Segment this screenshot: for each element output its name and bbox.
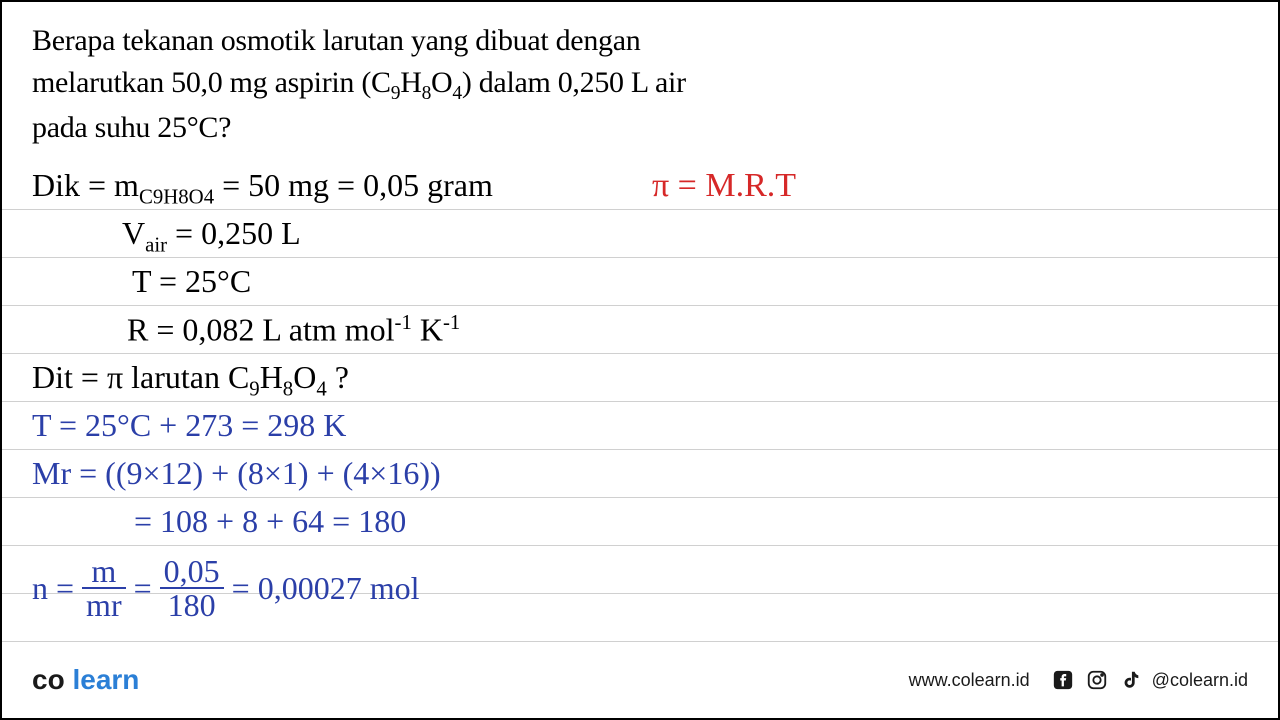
mr-result: = 108 + 8 + 64 = 180 — [102, 503, 406, 540]
n-calc: n = m mr = 0,05 180 = 0,00027 mol — [32, 555, 419, 621]
vair-v: V — [122, 215, 145, 251]
frac-val: 0,05 180 — [160, 555, 224, 621]
question-area: Berapa tekanan osmotik larutan yang dibu… — [2, 2, 1278, 157]
notebook-line — [2, 497, 1278, 498]
q2-sub3: 4 — [452, 83, 461, 104]
notebook-line — [2, 353, 1278, 354]
mr-calc: Mr = ((9×12) + (8×1) + (4×16)) — [32, 455, 441, 492]
dit-label: Dit = — [32, 359, 99, 395]
mf-8: 8 — [178, 186, 188, 209]
n-result: = 0,00027 mol — [232, 570, 420, 607]
frac1-den: mr — [82, 589, 126, 621]
r-sup2: -1 — [443, 311, 460, 334]
notebook-line — [2, 545, 1278, 546]
mf-9: 9 — [153, 186, 163, 209]
dik-text: Dik = — [32, 167, 106, 203]
dit-o: O — [293, 359, 316, 395]
n-eq: n = — [32, 570, 74, 607]
website-url: www.colearn.id — [909, 670, 1030, 691]
frac2-den: 180 — [160, 589, 224, 621]
mf-o: O — [189, 186, 204, 209]
tiktok-icon — [1118, 667, 1144, 693]
dit-q: ? — [327, 359, 349, 395]
facebook-icon — [1050, 667, 1076, 693]
work-area: Dik = mC9H8O4 = 50 mg = 0,05 gram π = M.… — [2, 161, 1278, 641]
q2-mid1: H — [400, 66, 421, 99]
dit-line: Dit = π larutan C9H8O4 ? — [32, 359, 349, 401]
logo-learn: learn — [72, 664, 139, 695]
mf-4: 4 — [204, 186, 214, 209]
footer-right: www.colearn.id @colearn.id — [909, 667, 1248, 693]
colearn-logo: co learn — [32, 664, 139, 696]
mf-c: C — [139, 186, 153, 209]
q2-post: ) dalam 0,250 L air — [462, 66, 686, 99]
r-mid: K — [412, 312, 443, 348]
logo-co: co — [32, 664, 65, 695]
notebook-line — [2, 305, 1278, 306]
dit-4: 4 — [316, 378, 326, 401]
question-line-1: Berapa tekanan osmotik larutan yang dibu… — [32, 20, 1248, 62]
q2-sub2: 8 — [422, 83, 431, 104]
r-sup1: -1 — [395, 311, 412, 334]
n-mid: = — [134, 570, 152, 607]
instagram-icon — [1084, 667, 1110, 693]
frac2-num: 0,05 — [160, 555, 224, 589]
question-line-3: pada suhu 25°C? — [32, 107, 1248, 149]
mass-var: m — [114, 167, 139, 203]
q2-pre: melarutkan 50,0 mg aspirin (C — [32, 66, 391, 99]
mf-h: H — [163, 186, 178, 209]
notebook-line — [2, 641, 1278, 642]
dit-8: 8 — [283, 378, 293, 401]
notebook-line — [2, 449, 1278, 450]
dit-h: H — [260, 359, 283, 395]
r-pre: R = 0,082 L atm mol — [127, 312, 395, 348]
q2-mid2: O — [431, 66, 452, 99]
vair-val: = 0,250 L — [167, 215, 301, 251]
footer: co learn www.colearn.id @colearn.id — [2, 660, 1278, 700]
osmotic-formula: π = M.R.T — [652, 167, 796, 205]
temp-kelvin: T = 25°C + 273 = 298 K — [32, 407, 346, 444]
vair-line: Vair = 0,250 L — [122, 215, 301, 257]
r-const-line: R = 0,082 L atm mol-1 K-1 — [127, 311, 460, 349]
dit-pre: π larutan C — [99, 359, 249, 395]
question-line-2: melarutkan 50,0 mg aspirin (C9H8O4) dala… — [32, 62, 1248, 107]
frac1-num: m — [82, 555, 126, 589]
dit-9: 9 — [249, 378, 259, 401]
dik-label: Dik = mC9H8O4 = 50 mg = 0,05 gram — [32, 167, 493, 209]
temp-line: T = 25°C — [132, 263, 251, 300]
mass-eq: = 50 mg = 0,05 gram — [222, 167, 493, 203]
q2-sub1: 9 — [391, 83, 400, 104]
social-icons: @colearn.id — [1050, 667, 1248, 693]
vair-sub: air — [145, 234, 167, 257]
frac-m-mr: m mr — [82, 555, 126, 621]
social-handle: @colearn.id — [1152, 670, 1248, 691]
